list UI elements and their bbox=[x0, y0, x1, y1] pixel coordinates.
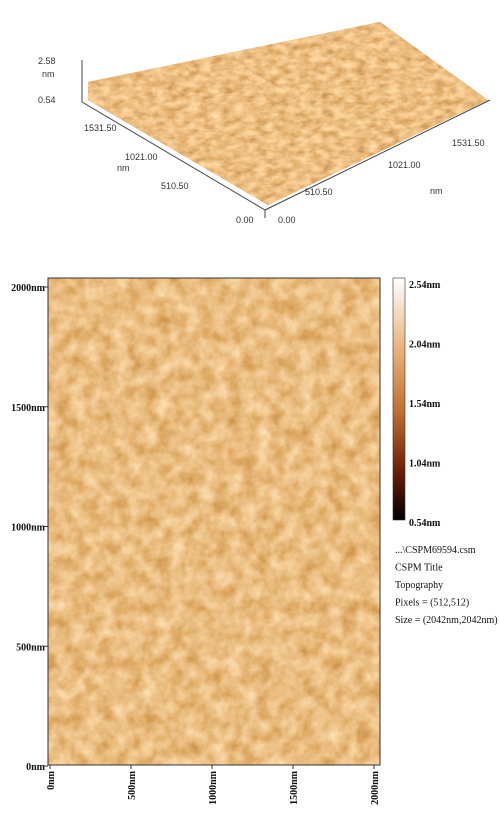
x-tick-label: 2000nm bbox=[370, 770, 381, 805]
x-tick: 0.00 bbox=[278, 215, 296, 225]
x-unit: nm bbox=[430, 186, 443, 196]
x-tick: 1021.00 bbox=[388, 160, 421, 170]
surface-texture bbox=[80, 15, 495, 210]
y-tick-label: 1000nm bbox=[11, 523, 46, 534]
y-tick: 1021.00 bbox=[125, 152, 158, 162]
x-tick: 510.50 bbox=[305, 187, 333, 197]
z-tick: 0.54 bbox=[38, 95, 56, 105]
colorbar-label: 2.04nm bbox=[409, 340, 441, 351]
x-tick-label: 0nm bbox=[46, 770, 57, 790]
y-tick-label: 1500nm bbox=[11, 403, 46, 414]
surface-3d: 2.58 nm 0.54 1531.50 1021.00 nm 510.50 0… bbox=[38, 15, 495, 225]
colorbar-label: 1.54nm bbox=[409, 399, 441, 410]
y-unit: nm bbox=[117, 163, 130, 173]
y-tick: 510.50 bbox=[161, 181, 189, 191]
x-tick: 1531.50 bbox=[452, 138, 485, 148]
colorbar bbox=[393, 278, 405, 520]
colorbar-label: 2.54nm bbox=[409, 280, 441, 291]
topography-image bbox=[48, 278, 380, 765]
y-tick-label: 500nm bbox=[16, 642, 46, 653]
colorbar-label: 1.04nm bbox=[409, 459, 441, 470]
colorbar-label: 0.54nm bbox=[409, 518, 441, 529]
z-tick: 2.58 bbox=[38, 56, 56, 66]
x-tick-label: 1000nm bbox=[208, 770, 219, 805]
y-tick: 1531.50 bbox=[84, 123, 117, 133]
info-line: ...\CSPM69594.csm bbox=[395, 545, 476, 556]
x-tick-label: 1500nm bbox=[289, 770, 300, 805]
y-tick: 0.00 bbox=[236, 215, 254, 225]
y-tick-label: 0nm bbox=[26, 762, 46, 773]
info-line: Topography bbox=[395, 580, 443, 591]
info-line: Pixels = (512,512) bbox=[395, 598, 469, 609]
z-unit: nm bbox=[42, 69, 55, 79]
x-tick-label: 500nm bbox=[127, 770, 138, 800]
info-line: CSPM Title bbox=[395, 563, 443, 574]
y-tick-label: 2000nm bbox=[11, 283, 46, 294]
image-2d: 2000nm 1500nm 1000nm 500nm 0nm 0nm 500nm 1000n… bbox=[11, 278, 497, 805]
info-line: Size = (2042nm,2042nm) bbox=[395, 615, 498, 626]
afm-figure: 2.58 nm 0.54 1531.50 1021.00 nm 510.50 0… bbox=[0, 0, 500, 821]
